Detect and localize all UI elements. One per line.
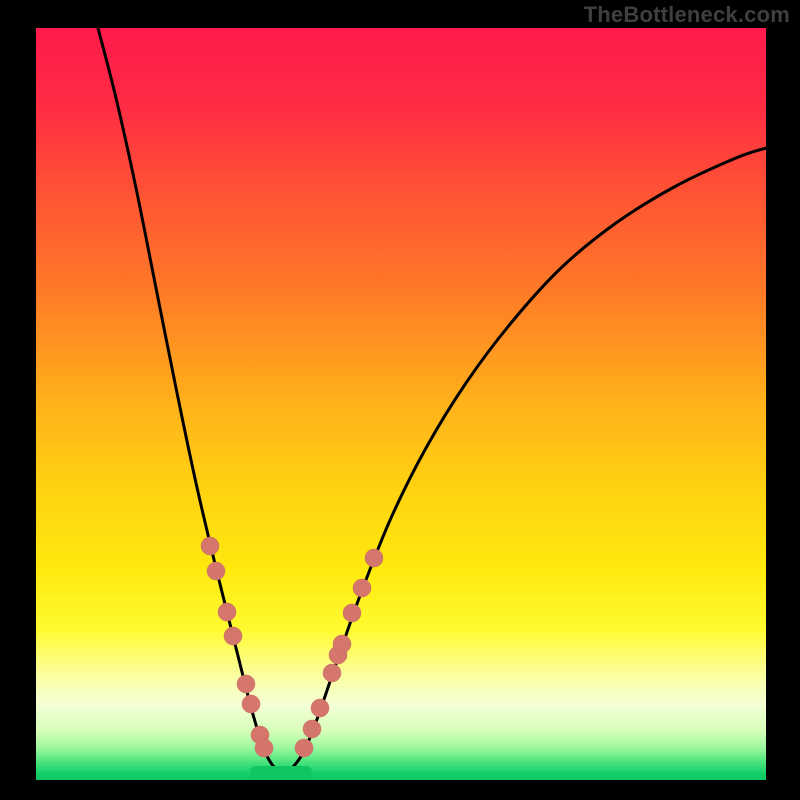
marker-dot — [207, 562, 225, 580]
marker-dot — [343, 604, 361, 622]
marker-dot — [255, 739, 273, 757]
watermark-text: TheBottleneck.com — [584, 2, 790, 28]
bottleneck-curve-chart — [0, 0, 800, 800]
marker-dot — [353, 579, 371, 597]
marker-dot — [224, 627, 242, 645]
marker-dot — [323, 664, 341, 682]
marker-dot — [303, 720, 321, 738]
marker-dot — [295, 739, 313, 757]
optimal-range-bar — [250, 766, 312, 779]
marker-dot — [311, 699, 329, 717]
marker-dot — [365, 549, 383, 567]
marker-dot — [201, 537, 219, 555]
marker-dot — [218, 603, 236, 621]
plot-area — [36, 28, 766, 780]
gradient-background — [36, 28, 766, 780]
marker-dot — [242, 695, 260, 713]
marker-dot — [237, 675, 255, 693]
marker-dot — [333, 635, 351, 653]
chart-stage: TheBottleneck.com — [0, 0, 800, 800]
